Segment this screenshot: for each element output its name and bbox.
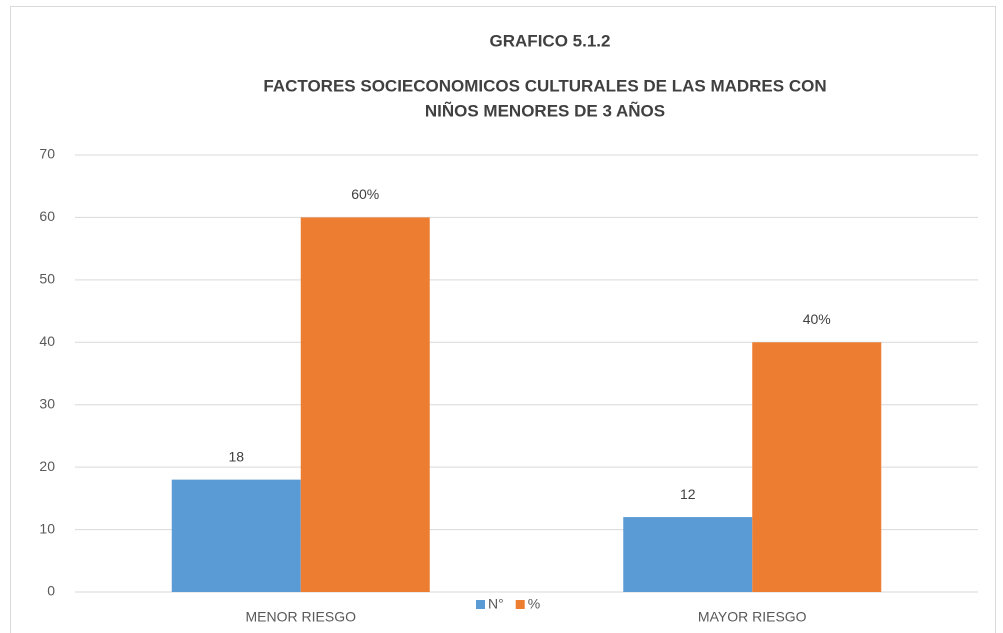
y-tick-label: 70 (39, 146, 55, 162)
data-label: 60% (351, 186, 379, 202)
chart-subtitle: NIÑOS MENORES DE 3 AÑOS (425, 100, 665, 120)
data-label: 40% (803, 311, 831, 327)
data-label: 18 (228, 448, 244, 464)
y-tick-label: 10 (39, 520, 55, 536)
y-tick-label: 0 (47, 583, 55, 599)
legend-swatch (515, 600, 525, 609)
data-label: 12 (680, 486, 696, 502)
y-tick-label: 50 (39, 271, 55, 287)
x-tick-label: MENOR RIESGO (246, 609, 357, 625)
bar (300, 217, 430, 592)
y-tick-label: 20 (39, 458, 55, 474)
chart-title: GRAFICO 5.1.2 (490, 31, 611, 50)
legend-swatch (476, 600, 485, 609)
y-tick-label: 40 (39, 333, 55, 349)
y-tick-label: 60 (39, 208, 55, 224)
legend-label: % (528, 596, 540, 612)
x-tick-label: MAYOR RIESGO (698, 609, 807, 625)
legend-label: N° (488, 596, 504, 612)
chart-subtitle: FACTORES SOCIECONOMICOS CULTURALES DE LA… (263, 76, 826, 95)
bar (752, 342, 882, 592)
y-tick-label: 30 (39, 395, 55, 411)
bar (171, 479, 301, 592)
bar (623, 517, 753, 592)
